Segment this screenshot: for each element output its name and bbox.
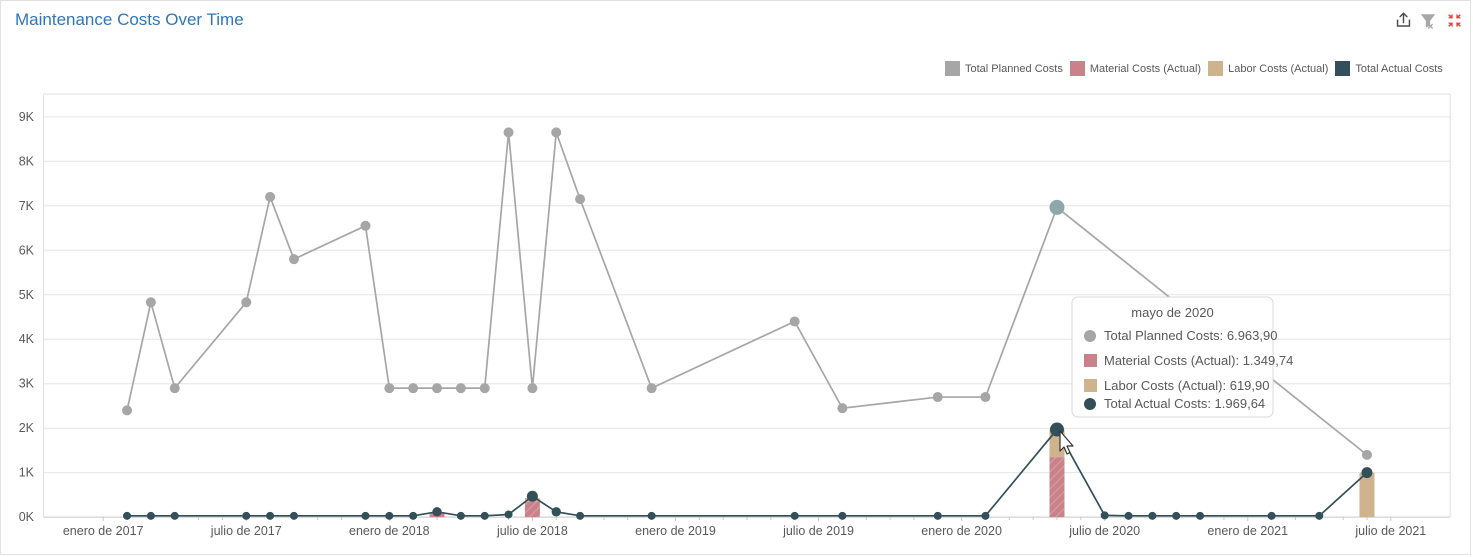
svg-text:julio de 2018: julio de 2018 bbox=[496, 524, 568, 538]
svg-text:julio de 2017: julio de 2017 bbox=[210, 524, 282, 538]
svg-text:julio de 2021: julio de 2021 bbox=[1354, 524, 1426, 538]
svg-text:enero de 2019: enero de 2019 bbox=[635, 524, 716, 538]
svg-text:1K: 1K bbox=[19, 466, 35, 480]
svg-text:7K: 7K bbox=[19, 199, 35, 213]
svg-text:Labor Costs (Actual): 619,90: Labor Costs (Actual): 619,90 bbox=[1104, 378, 1269, 393]
svg-text:Total Planned Costs: 6.963,90: Total Planned Costs: 6.963,90 bbox=[1104, 328, 1277, 343]
svg-text:8K: 8K bbox=[19, 154, 35, 168]
svg-text:enero de 2021: enero de 2021 bbox=[1207, 524, 1288, 538]
svg-text:julio de 2020: julio de 2020 bbox=[1068, 524, 1140, 538]
svg-text:enero de 2017: enero de 2017 bbox=[63, 524, 144, 538]
svg-text:enero de 2020: enero de 2020 bbox=[921, 524, 1002, 538]
svg-text:0K: 0K bbox=[19, 510, 35, 524]
svg-text:4K: 4K bbox=[19, 332, 35, 346]
svg-text:julio de 2019: julio de 2019 bbox=[782, 524, 854, 538]
svg-text:mayo de 2020: mayo de 2020 bbox=[1131, 305, 1213, 320]
svg-text:Material Costs (Actual): 1.349: Material Costs (Actual): 1.349,74 bbox=[1104, 353, 1293, 368]
svg-text:9K: 9K bbox=[19, 110, 35, 124]
svg-text:5K: 5K bbox=[19, 288, 35, 302]
svg-text:Total Actual Costs: 1.969,64: Total Actual Costs: 1.969,64 bbox=[1104, 396, 1265, 411]
svg-text:3K: 3K bbox=[19, 377, 35, 391]
svg-text:6K: 6K bbox=[19, 243, 35, 257]
svg-text:enero de 2018: enero de 2018 bbox=[349, 524, 430, 538]
svg-text:2K: 2K bbox=[19, 421, 35, 435]
